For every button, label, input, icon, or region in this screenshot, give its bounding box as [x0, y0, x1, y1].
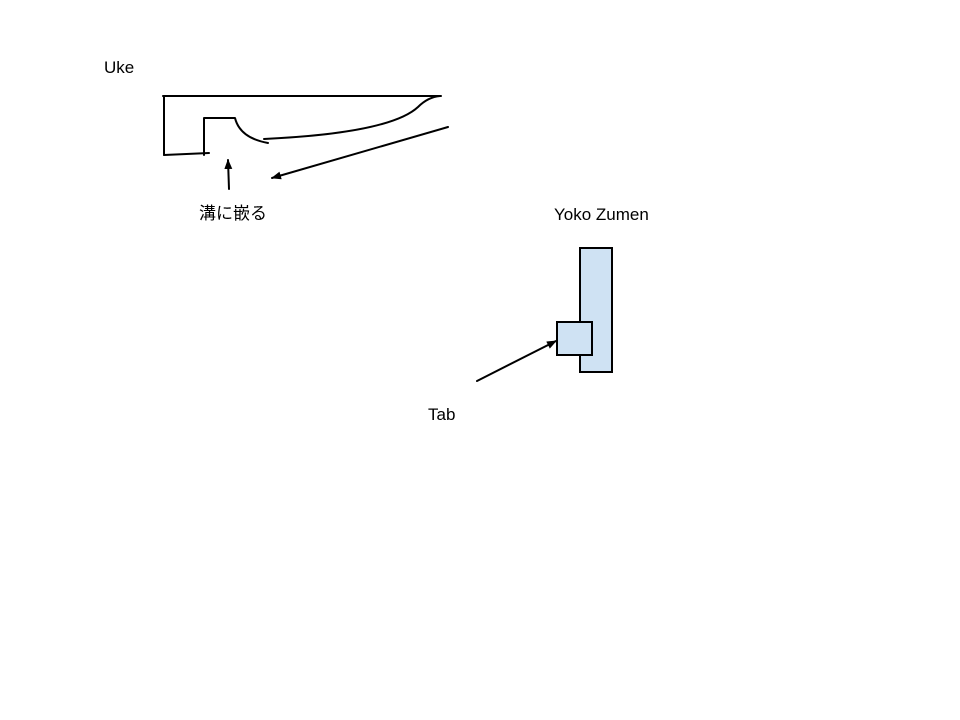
- yoko-zumen-board: [579, 247, 613, 373]
- uke-bottom-edge: [163, 152, 210, 156]
- yoko-zumen-label: Yoko Zumen: [554, 205, 649, 224]
- tab-label: Tab: [428, 405, 455, 424]
- tab-arrow: [476, 340, 557, 382]
- groove-diagonal-arrow: [271, 126, 449, 180]
- uke-groove-step: [203, 117, 269, 156]
- uke-label: Uke: [104, 58, 134, 77]
- groove-fit-label: 溝に嵌る: [199, 204, 267, 223]
- tab-block: [556, 321, 593, 356]
- uke-curved-underside: [263, 95, 441, 140]
- uke-profile-sketch: [162, 94, 442, 156]
- groove-up-arrow: [224, 159, 233, 190]
